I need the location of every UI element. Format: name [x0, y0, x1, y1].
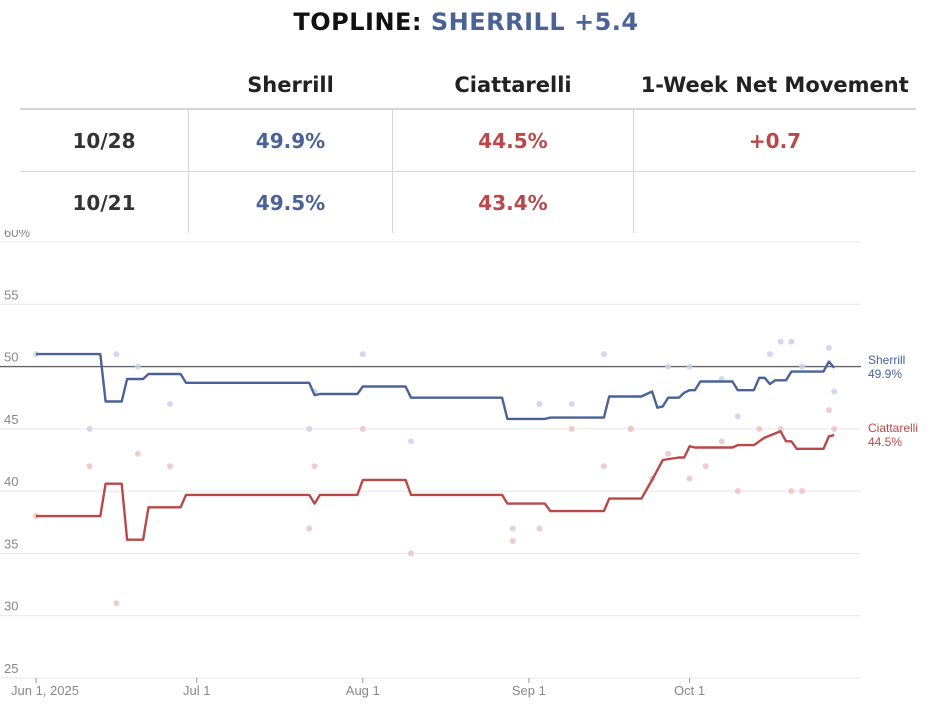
poll-point: [665, 363, 672, 370]
series-line-ciattarelli: [36, 430, 835, 541]
poll-point: [600, 351, 607, 358]
series-line-sherrill: [36, 352, 836, 421]
y-tick-label: 60%: [4, 230, 30, 240]
poll-point: [734, 488, 741, 495]
topline-headline: TOPLINE: SHERRILL +5.4: [0, 8, 932, 36]
table-header-row: Sherrill Ciattarelli 1-Week Net Movement: [20, 62, 916, 110]
y-tick-label: 35: [4, 536, 18, 551]
polling-average-line-chart: 25 30 35 40 45 50 55 60% Jun 1, 2025 Jul 1 Aug 1 Se…: [0, 230, 918, 698]
poll-point: [702, 463, 709, 470]
poll-point: [86, 463, 93, 470]
poll-point: [359, 425, 366, 432]
series-end-value: 49.9%: [868, 367, 902, 381]
y-tick-label: 55: [4, 287, 18, 302]
poll-point: [777, 338, 784, 345]
poll-point: [86, 425, 93, 432]
row-movement-value: [633, 171, 916, 233]
y-tick-label: 45: [4, 412, 18, 427]
poll-point: [777, 425, 784, 432]
poll-point: [665, 450, 672, 457]
series-end-name: Ciattarelli: [868, 421, 918, 435]
poll-point: [568, 400, 575, 407]
poll-point: [134, 450, 141, 457]
poll-point: [536, 400, 543, 407]
poll-point: [799, 488, 806, 495]
poll-point: [799, 363, 806, 370]
poll-point: [825, 344, 832, 351]
poll-point: [686, 363, 693, 370]
poll-point: [408, 438, 414, 445]
poll-point: [766, 351, 773, 358]
poll-point: [788, 488, 795, 495]
y-tick-label: 50: [4, 350, 18, 365]
poll-point: [306, 525, 313, 532]
row-movement-value: +0.7: [633, 109, 916, 172]
poll-point: [359, 351, 366, 358]
poll-point: [568, 425, 575, 432]
poll-point: [134, 363, 141, 370]
poll-point: [536, 525, 543, 532]
x-tick-label: Jun 1, 2025: [11, 683, 79, 698]
poll-point: [718, 438, 725, 445]
poll-point: [756, 425, 763, 432]
topline-value: SHERRILL +5.4: [430, 8, 639, 36]
poll-point: [600, 463, 607, 470]
table-row: 10/21 49.5% 43.4%: [20, 171, 916, 233]
header-sherrill: Sherrill: [188, 62, 393, 110]
row-date: 10/28: [20, 109, 189, 172]
x-tick-label: Oct 1: [674, 683, 705, 698]
header-ciattarelli: Ciattarelli: [392, 62, 634, 110]
table-row: 10/28 49.9% 44.5% +0.7: [20, 109, 916, 172]
poll-point: [734, 413, 741, 420]
poll-point: [306, 425, 313, 432]
poll-point: [686, 475, 693, 482]
poll-point: [408, 550, 414, 557]
poll-point: [831, 388, 838, 395]
polling-summary-table: Sherrill Ciattarelli 1-Week Net Movement…: [20, 62, 916, 233]
poll-point: [166, 400, 173, 407]
poll-point: [113, 351, 120, 358]
row-ciattarelli-value: 44.5%: [392, 109, 634, 172]
series-end-name: Sherrill: [868, 353, 905, 367]
header-movement: 1-Week Net Movement: [633, 62, 916, 110]
x-tick-label: Aug 1: [346, 683, 380, 698]
poll-point: [627, 425, 634, 432]
poll-point: [509, 525, 516, 532]
row-sherrill-value: 49.9%: [188, 109, 393, 172]
header-date: [20, 62, 189, 110]
poll-point: [788, 338, 795, 345]
row-date: 10/21: [72, 190, 136, 215]
topline-label: TOPLINE:: [293, 8, 423, 36]
row-sherrill-value: 49.5%: [188, 171, 393, 233]
poll-point: [113, 600, 120, 607]
series-end-value: 44.5%: [868, 435, 902, 449]
y-tick-label: 40: [4, 474, 18, 489]
poll-point: [509, 537, 516, 544]
poll-point: [311, 463, 318, 470]
poll-point: [831, 425, 838, 432]
row-ciattarelli-value: 43.4%: [392, 171, 634, 233]
poll-point: [166, 463, 173, 470]
y-tick-label: 25: [4, 661, 18, 676]
poll-point: [825, 407, 832, 414]
y-tick-label: 30: [4, 599, 18, 614]
x-tick-label: Jul 1: [183, 683, 210, 698]
x-tick-label: Sep 1: [512, 683, 546, 698]
